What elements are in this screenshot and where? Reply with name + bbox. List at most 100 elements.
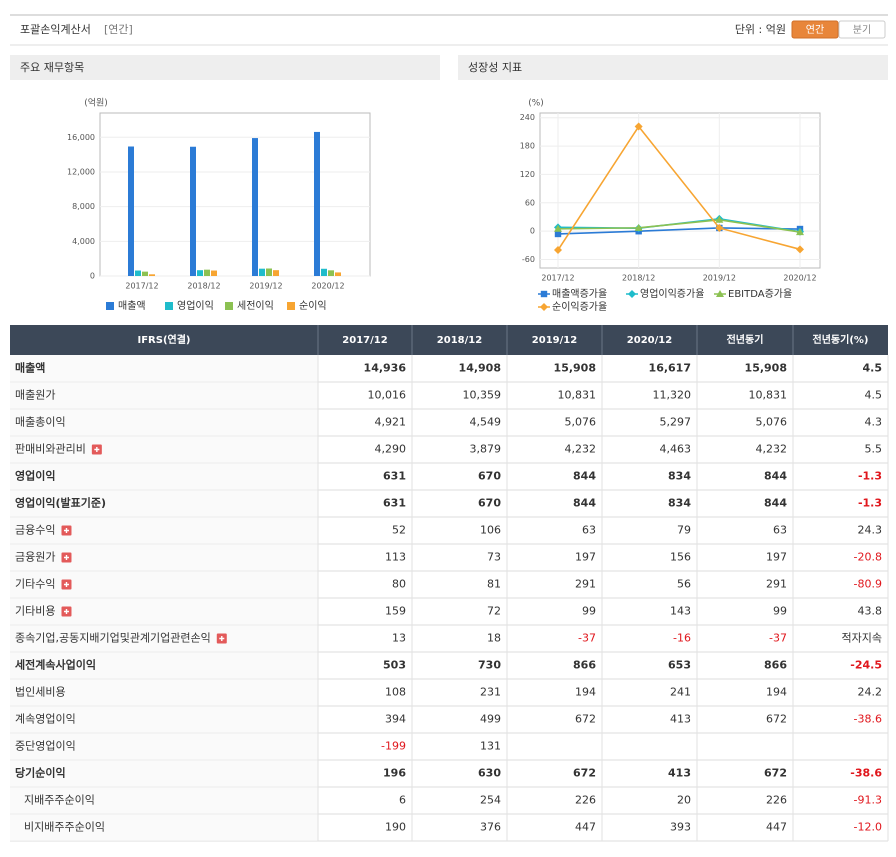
- panel-title: 성장성 지표: [468, 61, 522, 74]
- y-tick-label: 12,000: [67, 167, 95, 176]
- expand-plus[interactable]: [63, 528, 69, 533]
- bar: [252, 138, 258, 276]
- cell: 670: [478, 497, 501, 510]
- cell: 79: [677, 524, 691, 537]
- cell: 적자지속: [842, 632, 882, 645]
- label-cell: [10, 382, 318, 409]
- point: [540, 303, 548, 311]
- cell: 4,463: [660, 443, 692, 456]
- legend-swatch: [106, 302, 114, 310]
- cell: -38.6: [850, 767, 882, 780]
- period-button-label[interactable]: 분기: [853, 24, 871, 36]
- cell: 4,232: [565, 443, 597, 456]
- unit: 단위 : 억원: [735, 23, 786, 36]
- point: [715, 215, 724, 223]
- cell: 291: [575, 578, 596, 591]
- expand-plus[interactable]: [63, 555, 69, 560]
- cell: 15,908: [554, 362, 596, 375]
- bar: [149, 274, 155, 276]
- cell: 56: [677, 578, 691, 591]
- cell: 143: [670, 605, 691, 618]
- y-tick-label: 16,000: [67, 133, 95, 142]
- y-tick-label: 4,000: [72, 237, 95, 246]
- table-header: [10, 325, 888, 355]
- label-cell: [10, 544, 318, 571]
- cell: 4.3: [865, 416, 883, 429]
- cell: 10,016: [368, 389, 407, 402]
- cell: 672: [575, 713, 596, 726]
- cell: 503: [383, 659, 406, 672]
- cell: 73: [487, 551, 501, 564]
- cell: 631: [383, 497, 406, 510]
- bar: [321, 268, 327, 276]
- cell: 108: [385, 686, 406, 699]
- y-tick-label: 0: [530, 227, 535, 236]
- point: [554, 246, 562, 255]
- cell: -1.3: [858, 470, 882, 483]
- cell: 43.8: [858, 605, 883, 618]
- bar: [259, 268, 265, 276]
- cell: 197: [575, 551, 596, 564]
- cell: -91.3: [854, 794, 882, 807]
- cell: 672: [766, 713, 787, 726]
- cell: 72: [487, 605, 501, 618]
- period-button[interactable]: [791, 20, 839, 39]
- y-tick-label: 0: [90, 272, 95, 281]
- cell: 11,320: [653, 389, 692, 402]
- cell: 226: [575, 794, 596, 807]
- cell: 844: [764, 470, 787, 483]
- cell: -80.9: [854, 578, 882, 591]
- cell: 5.5: [865, 443, 883, 456]
- cell: 15,908: [745, 362, 787, 375]
- plot-frame: [539, 112, 821, 269]
- cell: 4,921: [375, 416, 407, 429]
- legend-label: 순이익증가율: [552, 301, 607, 313]
- cell: 866: [573, 659, 596, 672]
- label-cell: [10, 436, 318, 463]
- label-cell: [10, 571, 318, 598]
- bar: [204, 269, 210, 276]
- y-tick-label: 180: [520, 142, 535, 151]
- expand-plus[interactable]: [219, 636, 225, 641]
- y-tick-label: 8,000: [72, 202, 95, 211]
- cell: 99: [582, 605, 596, 618]
- legend-label: EBITDA증가율: [728, 288, 792, 300]
- legend-swatch: [165, 302, 173, 310]
- expand-plus[interactable]: [63, 582, 69, 587]
- label-cell: [10, 625, 318, 652]
- cell: 106: [480, 524, 501, 537]
- cell: -24.5: [850, 659, 882, 672]
- cell: 672: [573, 767, 596, 780]
- cell: 844: [573, 497, 596, 510]
- row-label: 종속기업,공동지배기업및관계기업관련손익: [15, 632, 211, 645]
- bar: [335, 272, 341, 276]
- cell: 231: [480, 686, 501, 699]
- legend-label: 세전이익: [237, 300, 274, 312]
- cell: -37: [578, 632, 596, 645]
- cell: 447: [575, 821, 596, 834]
- cell: 5,076: [756, 416, 788, 429]
- label-cell: [10, 463, 318, 490]
- expand-plus[interactable]: [94, 447, 100, 452]
- point: [796, 245, 804, 254]
- cell: -12.0: [854, 821, 882, 834]
- period-button-label[interactable]: 연간: [806, 24, 824, 36]
- row-label: 세전계속사업이익: [15, 658, 96, 672]
- column-header: 전년동기(%): [813, 333, 869, 346]
- period-tag: [연간]: [104, 23, 133, 36]
- cell: 226: [766, 794, 787, 807]
- point: [628, 290, 636, 298]
- cell: 80: [392, 578, 406, 591]
- cell: 81: [487, 578, 501, 591]
- expand-plus[interactable]: [63, 609, 69, 614]
- column-header: 2018/12: [437, 335, 482, 346]
- period-button[interactable]: [838, 20, 886, 39]
- label-cell: [10, 652, 318, 679]
- cell: -37: [769, 632, 787, 645]
- x-tick-label: 2020/12: [783, 274, 816, 283]
- cell: 10,831: [558, 389, 597, 402]
- cell: -38.6: [854, 713, 882, 726]
- label-cell: [10, 760, 318, 787]
- label-cell: [10, 679, 318, 706]
